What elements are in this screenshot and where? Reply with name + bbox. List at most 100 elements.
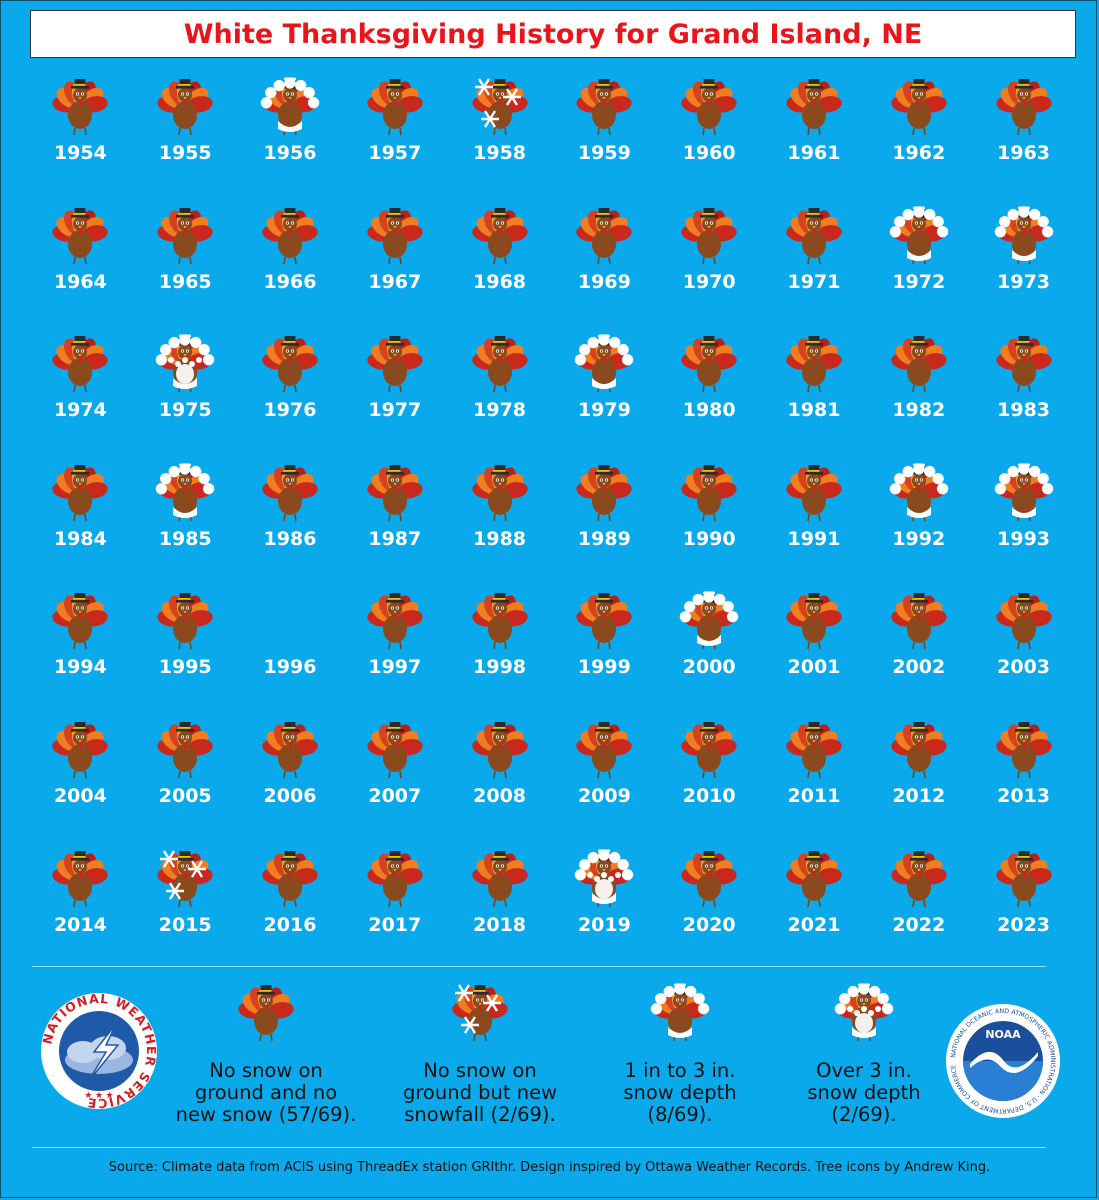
year-label: 1971 (787, 270, 841, 293)
year-label: 2012 (892, 784, 946, 807)
year-label: 2011 (787, 784, 841, 807)
turkey-icon (889, 715, 949, 783)
year-label: 2014 (53, 913, 107, 936)
year-cell: 2003 (971, 586, 1076, 715)
year-label: 1984 (53, 527, 107, 550)
year-label: 1999 (577, 656, 631, 679)
legend-turkey-icon (236, 978, 296, 1046)
snowflake-turkey-icon (155, 844, 215, 912)
year-cell: 1981 (762, 329, 867, 458)
year-row: 1954 1955 1956 1957 1958 1959 1960 1961 1962 1963 (28, 72, 1078, 201)
year-cell: 2012 (866, 715, 971, 844)
year-cell: 1998 (447, 586, 552, 715)
year-label: 2000 (682, 656, 736, 679)
year-cell: 2007 (342, 715, 447, 844)
turkey-icon (679, 844, 739, 912)
year-label: 2020 (682, 913, 736, 936)
turkey-icon (994, 844, 1054, 912)
year-label: 1970 (682, 270, 736, 293)
year-label: 1978 (473, 399, 527, 422)
turkey-icon (50, 715, 110, 783)
year-label: 1980 (682, 399, 736, 422)
year-label: 1998 (473, 656, 527, 679)
legend-text-line: No snow on (423, 1059, 537, 1082)
year-cell: 1969 (552, 201, 657, 330)
year-cell: 1962 (866, 72, 971, 201)
year-label: 1963 (997, 142, 1051, 164)
turkey-icon (260, 329, 320, 397)
turkey-icon (50, 72, 110, 140)
turkey-icon (470, 458, 530, 526)
year-cell: 2001 (762, 586, 867, 715)
legend-text-line: No snow on (209, 1059, 323, 1082)
year-row: 1974 1975 1976 1977 1978 1979 1980 1981 1982 1983 (28, 329, 1078, 458)
year-cell: 1995 (133, 586, 238, 715)
year-cell: 1992 (866, 458, 971, 587)
svg-text:★ ★ ★: ★ ★ ★ (84, 1090, 113, 1100)
year-cell: 1993 (971, 458, 1076, 587)
year-cell: 1975 (133, 329, 238, 458)
year-cell: 2005 (133, 715, 238, 844)
legend-item-none: No snow on ground and no new snow (57/69). (156, 978, 376, 1126)
year-cell: 1965 (133, 201, 238, 330)
year-label: 1960 (682, 142, 736, 164)
turkey-icon (50, 844, 110, 912)
year-label: 1965 (158, 270, 212, 293)
year-cell: 1987 (342, 458, 447, 587)
year-label: 1967 (368, 270, 422, 293)
year-cell: 1986 (238, 458, 343, 587)
turkey-icon (574, 72, 634, 140)
legend-text-line: (2/69). (831, 1103, 897, 1126)
turkey-icon (260, 458, 320, 526)
turkey-icon (784, 844, 844, 912)
turkey-icon (260, 844, 320, 912)
legend-text-line: (8/69). (647, 1103, 713, 1126)
year-label: 1990 (682, 527, 736, 550)
year-label: 2010 (682, 784, 736, 807)
year-label: 1993 (997, 527, 1051, 550)
year-cell: 1999 (552, 586, 657, 715)
turkey-icon (994, 586, 1054, 654)
turkey-icon (679, 329, 739, 397)
nws-logo: NATIONAL WEATHER SERVICE ★ ★ ★ (38, 990, 160, 1117)
year-label: 1992 (892, 527, 946, 550)
divider-bottom (32, 1147, 1046, 1148)
year-label: 1958 (473, 142, 527, 164)
year-label: 2009 (577, 784, 631, 807)
legend-turkey-icon (834, 978, 894, 1046)
year-label: 1955 (158, 142, 212, 164)
noaa-logo: NATIONAL OCEANIC AND ATMOSPHERIC ADMINIS… (944, 1002, 1062, 1125)
year-label: 1997 (368, 656, 422, 679)
year-cell: 1991 (762, 458, 867, 587)
year-cell: 1977 (342, 329, 447, 458)
year-label: 1976 (263, 399, 317, 422)
snowy-turkey-icon (155, 458, 215, 526)
year-cell: 2013 (971, 715, 1076, 844)
year-label: 1974 (53, 399, 107, 422)
year-label: 1969 (577, 270, 631, 293)
year-label: 1994 (53, 656, 107, 679)
snowy-turkey-icon (574, 329, 634, 397)
year-label: 1966 (263, 270, 317, 293)
legend-text-line: snow depth (623, 1081, 737, 1104)
turkey-icon (784, 715, 844, 783)
turkey-icon (365, 72, 425, 140)
year-cell: 1966 (238, 201, 343, 330)
turkey-icon (889, 586, 949, 654)
year-row: 1994 1995 1996 1997 1998 1999 2000 2001 2002 2003 (28, 586, 1078, 715)
year-label: 2023 (997, 913, 1051, 936)
year-label: 1989 (577, 527, 631, 550)
divider-top (32, 966, 1046, 967)
turkey-icon (365, 586, 425, 654)
year-label: 2002 (892, 656, 946, 679)
year-cell: 1967 (342, 201, 447, 330)
year-label: 1995 (158, 656, 212, 679)
legend-item-depth-over-3: Over 3 in. snow depth (2/69). (754, 978, 974, 1126)
year-label: 2018 (473, 913, 527, 936)
year-cell: 1959 (552, 72, 657, 201)
year-cell: 2010 (657, 715, 762, 844)
turkey-icon (574, 586, 634, 654)
year-label: 1983 (997, 399, 1051, 422)
snowy-turkey-icon (994, 201, 1054, 269)
year-cell: 1978 (447, 329, 552, 458)
